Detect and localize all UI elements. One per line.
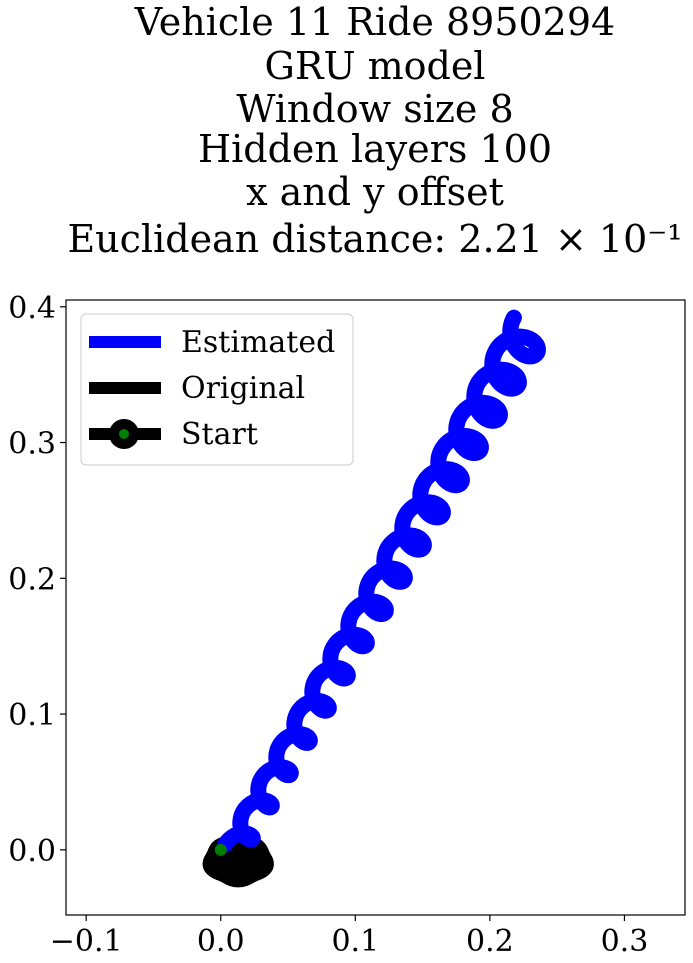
plot-area [202, 309, 546, 888]
x-tick-label: 0.0 [197, 924, 245, 959]
y-tick-label: 0.3 [8, 427, 56, 462]
y-tick-label: 0.0 [8, 834, 56, 869]
x-axis: −0.1 0.0 0.1 0.2 0.3 [50, 915, 649, 959]
legend-label-estimated: Estimated [181, 325, 335, 360]
title-line-6: Euclidean distance: 2.21 × 10⁻¹ [67, 217, 682, 261]
y-axis: 0.0 0.1 0.2 0.3 0.4 [8, 291, 66, 869]
series-estimated-trajectory [217, 309, 546, 853]
title-line-5: x and y offset [246, 170, 504, 214]
chart-title: Vehicle 11 Ride 8950294 GRU model Window… [67, 0, 682, 261]
title-line-4: Hidden layers 100 [198, 127, 552, 171]
start-point-marker [214, 843, 227, 856]
x-tick-label: 0.2 [466, 924, 514, 959]
plot-frame [65, 299, 686, 916]
title-line-2: GRU model [265, 44, 486, 88]
title-line-1: Vehicle 11 Ride 8950294 [134, 0, 615, 44]
legend: Estimated Original Start [80, 313, 354, 466]
x-tick-label: 0.3 [601, 924, 649, 959]
title-line-3: Window size 8 [236, 87, 513, 131]
legend-label-start: Start [181, 417, 258, 452]
legend-box [80, 313, 354, 466]
x-tick-label: 0.1 [331, 924, 379, 959]
y-tick-label: 0.1 [8, 698, 56, 733]
legend-label-original: Original [181, 371, 305, 406]
y-tick-label: 0.2 [8, 562, 56, 597]
x-tick-label: −0.1 [50, 924, 123, 959]
y-tick-label: 0.4 [8, 291, 56, 326]
legend-swatch-start-dot [119, 429, 129, 439]
